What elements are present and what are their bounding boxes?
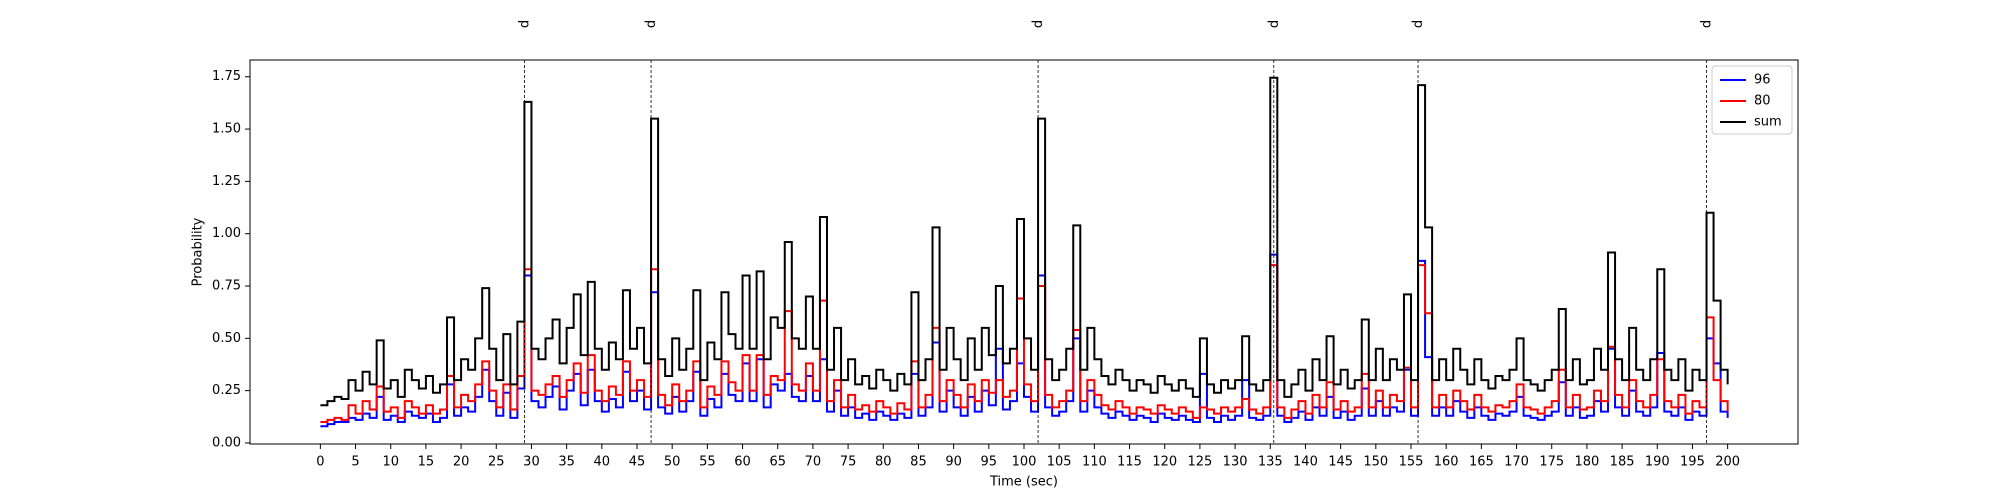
y-tick-label: 0.75 [212,279,241,294]
x-tick-label: 165 [1469,455,1494,470]
x-tick-label: 60 [734,455,751,470]
x-tick-label: 30 [523,455,540,470]
event-label: p [517,20,532,28]
x-tick-label: 145 [1328,455,1353,470]
x-tick-label: 115 [1117,455,1142,470]
x-tick-label: 150 [1363,455,1388,470]
event-label: p [1411,20,1426,28]
event-label: p [1699,20,1714,28]
event-label: p [1266,20,1281,28]
x-tick-label: 55 [699,455,716,470]
x-tick-label: 180 [1574,455,1599,470]
x-tick-label: 140 [1293,455,1318,470]
y-axis-label: Probability [191,217,206,286]
series-line [320,253,1729,428]
x-tick-label: 25 [488,455,505,470]
x-tick-label: 130 [1223,455,1248,470]
x-tick-label: 5 [351,455,359,470]
x-tick-label: 110 [1082,455,1107,470]
x-axis-label: Time (sec) [989,475,1058,490]
x-tick-label: 50 [664,455,681,470]
x-tick-label: 105 [1047,455,1072,470]
x-tick-label: 100 [1012,455,1037,470]
x-tick-label: 120 [1152,455,1177,470]
legend-box [1711,65,1793,135]
legend-label: 80 [1754,94,1771,109]
x-tick-label: 0 [316,455,324,470]
x-tick-label: 80 [875,455,892,470]
legend-label: 96 [1754,73,1771,88]
x-tick-label: 155 [1399,455,1424,470]
x-tick-label: 10 [382,455,399,470]
x-tick-label: 70 [805,455,822,470]
x-tick-label: 90 [945,455,962,470]
x-tick-label: 195 [1680,455,1705,470]
y-tick-label: 0.50 [212,331,241,346]
x-tick-label: 95 [981,455,998,470]
series-line [320,76,1729,407]
x-tick-label: 190 [1645,455,1670,470]
x-tick-label: 20 [453,455,470,470]
x-tick-label: 200 [1715,455,1740,470]
x-tick-label: 65 [769,455,786,470]
x-tick-label: 175 [1539,455,1564,470]
x-tick-label: 170 [1504,455,1529,470]
y-tick-label: 0.00 [212,435,241,450]
legend-label: sum [1754,115,1782,130]
x-tick-label: 135 [1258,455,1283,470]
x-tick-label: 75 [840,455,857,470]
x-tick-label: 40 [594,455,611,470]
x-tick-label: 45 [629,455,646,470]
y-tick-label: 1.75 [212,69,241,84]
x-tick-label: 185 [1610,455,1635,470]
series-line [320,264,1729,424]
y-tick-label: 1.25 [212,174,241,189]
y-tick-label: 1.50 [212,122,241,137]
x-tick-label: 15 [418,455,435,470]
event-label: p [1031,20,1046,28]
y-tick-label: 0.25 [212,383,241,398]
x-tick-label: 160 [1434,455,1459,470]
event-label: p [644,20,659,28]
y-tick-label: 1.00 [212,226,241,241]
x-tick-label: 85 [910,455,927,470]
x-tick-label: 35 [558,455,575,470]
x-tick-label: 125 [1187,455,1212,470]
